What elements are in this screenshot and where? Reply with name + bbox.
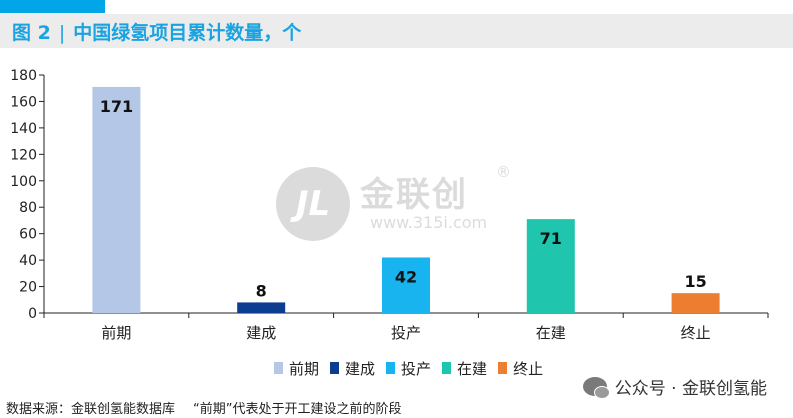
- data-label: 42: [395, 267, 417, 286]
- figure-title-text: 中国绿氢项目累计数量，个: [73, 21, 302, 44]
- figure-label: 图 2: [12, 21, 51, 44]
- footer-brand: 公众号 · 金联创氢能: [582, 374, 767, 399]
- legend-label: 终止: [513, 359, 544, 378]
- y-tick-label: 60: [19, 227, 37, 243]
- chart-legend: 前期 建成 投产 在建 终止: [274, 358, 554, 378]
- legend-swatch: [442, 362, 452, 374]
- legend-swatch: [498, 362, 508, 374]
- y-tick-label: 180: [10, 68, 37, 84]
- x-category-label: 投产: [391, 324, 421, 342]
- wechat-icon: [582, 377, 610, 399]
- legend-item: 在建: [442, 358, 487, 379]
- x-category-label: 建成: [246, 324, 276, 342]
- bar-5: [671, 293, 720, 313]
- stage-note-text: “前期”代表处于开工建设之前的阶段: [193, 402, 402, 417]
- x-axis: 前期 建成 投产 在建 终止: [43, 312, 769, 342]
- bar-1: [92, 86, 141, 314]
- x-category-label: 前期: [101, 324, 131, 342]
- legend-label: 投产: [401, 359, 432, 378]
- bar-chart: 0 20 40 60 80 100 120 140 160 180 前期 建成 投产 在建 终止 171 8…: [10, 68, 769, 342]
- bar-2: [237, 302, 286, 313]
- y-tick-label: 160: [10, 94, 37, 110]
- data-label: 171: [100, 97, 133, 116]
- legend-swatch: [386, 362, 396, 374]
- y-axis: 0 20 40 60 80 100 120 140 160 180: [10, 68, 45, 322]
- y-tick-label: 80: [19, 200, 37, 216]
- legend-label: 在建: [457, 359, 488, 378]
- footer-brand-text: 公众号 · 金联创氢能: [614, 379, 767, 399]
- legend-item: 终止: [498, 358, 543, 379]
- legend-item: 建成: [330, 358, 375, 379]
- title-accent-bar: [0, 0, 105, 13]
- bar-series: 171 8 42 71 15: [92, 86, 720, 314]
- figure-title-bar: 图 2 | 中国绿氢项目累计数量，个: [0, 14, 793, 48]
- legend-label: 前期: [289, 359, 320, 378]
- data-label: 15: [684, 272, 706, 291]
- data-label: 8: [256, 281, 267, 300]
- source-text: 数据来源：金联创氢能数据库: [6, 402, 176, 417]
- x-category-label: 在建: [536, 324, 566, 342]
- title-separator: |: [58, 21, 66, 44]
- y-tick-label: 0: [28, 306, 37, 322]
- y-tick-label: 140: [10, 121, 37, 137]
- y-tick-label: 40: [19, 253, 37, 269]
- x-category-label: 终止: [681, 324, 711, 342]
- y-tick-label: 120: [10, 147, 37, 163]
- legend-label: 建成: [345, 359, 376, 378]
- legend-swatch: [330, 362, 340, 374]
- bar-3: [382, 257, 430, 313]
- legend-item: 前期: [274, 358, 319, 379]
- legend-swatch: [274, 362, 283, 374]
- y-tick-label: 20: [19, 280, 37, 296]
- source-note: 数据来源：金联创氢能数据库 “前期”代表处于开工建设之前的阶段: [6, 398, 402, 417]
- figure-title: 图 2 | 中国绿氢项目累计数量，个: [12, 18, 301, 45]
- y-tick-label: 100: [10, 174, 37, 190]
- data-label: 71: [540, 229, 562, 248]
- bar-4: [526, 219, 575, 313]
- legend-item: 投产: [386, 358, 431, 379]
